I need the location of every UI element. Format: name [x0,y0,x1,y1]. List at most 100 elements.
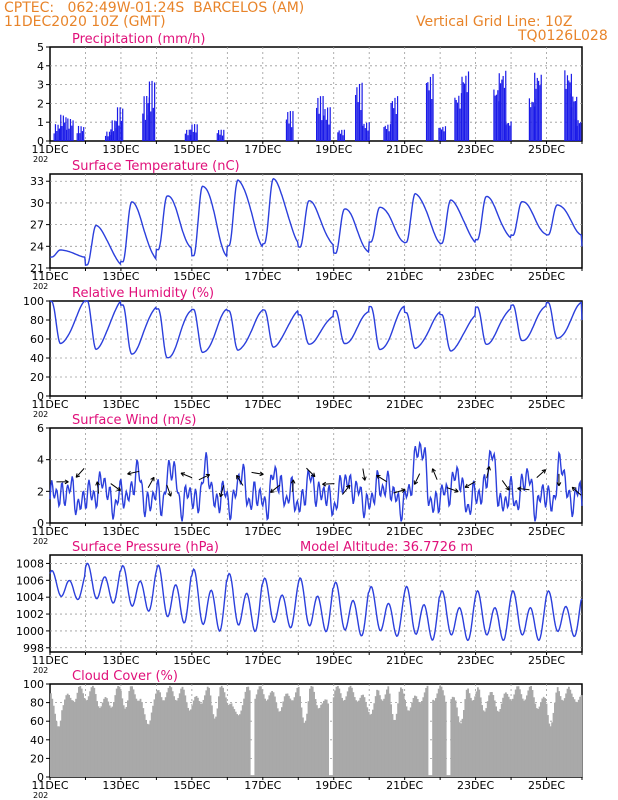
cloud-cover-bar [166,692,168,777]
cloud-cover-bar [225,697,227,777]
cloud-cover-bar [432,699,434,777]
cloud-cover-bar [384,694,387,777]
cloud-cover-bar [324,699,327,777]
precip-bar [143,96,145,141]
cloud-cover-bar [565,693,567,777]
cloud-cover-bar [127,700,129,777]
cloud-cover-bar [540,702,542,777]
precip-bar [535,88,537,141]
cloud-cover-bar [209,695,212,777]
cloud-cover-bar [134,694,136,777]
cloud-cover-bar [444,701,447,777]
precip-bar [357,102,359,141]
cloud-cover-bar [69,697,72,777]
precip-bar [438,127,440,141]
x-tick-label: 21DEC [386,398,423,411]
cloud-cover-bar [178,693,181,777]
cloud-cover-bar [103,698,105,777]
x-tick-label: 17DEC [244,779,281,792]
precip-bar [534,72,536,141]
precip-bar [502,75,504,141]
precip-bar [497,90,499,141]
cloud-cover-bar [269,692,272,777]
precip-bar [116,107,119,141]
cloud-cover-bar [310,686,313,777]
cloud-cover-bar [502,697,504,777]
precip-bar [360,110,362,141]
cloud-cover-bar [278,711,280,777]
cloud-cover-bar [155,693,157,777]
cloud-cover-bar [446,775,448,777]
cloud-cover-bar [316,705,318,777]
cloud-cover-bar [496,710,499,777]
wind-series-line [49,440,583,522]
x-tick-label: 25DEC [528,654,565,667]
cloud-cover-bar [171,691,174,777]
x-tick-label: 19DEC [315,398,352,411]
cloud-cover-bar [421,701,423,777]
cloud-cover-bar [289,698,292,777]
cloud-cover-bar [150,712,153,777]
precip-bar [291,127,293,141]
cloud-cover-bar [163,700,166,777]
cloud-cover-bar [110,707,112,777]
cloud-cover-bar [211,705,213,777]
precip-bar [184,133,186,141]
precip-bar [532,102,534,141]
x-tick-label: 15DEC [173,143,210,156]
cloud-cover-bar [330,775,332,777]
wind-arrow-head [95,481,100,486]
precip-bar [576,125,578,141]
cloud-cover-bar [99,708,101,777]
wind-arrow-head [322,481,327,487]
x-tick-label: 23DEC [457,779,494,792]
precip-bar [464,83,466,141]
precip-bar [395,113,397,141]
cloud-cover-bar [307,701,310,777]
x-tick-label: 11DEC [31,525,68,538]
cloud-cover-bar [356,701,359,777]
x-tick-label: 21DEC [386,270,423,283]
cloud-cover-bar [430,775,433,777]
precip-bar [494,95,496,141]
cloud-cover-bar [237,715,240,777]
precip-bar [454,97,456,141]
precip-bar [444,126,447,141]
precip-bar [462,82,464,141]
precip-bar [217,130,220,141]
cloud-cover-bar [92,685,94,777]
precip-bar [459,108,461,141]
precip-bar [495,94,498,141]
precip-bar [115,121,117,141]
cloud-cover-bar [145,719,147,777]
cloud-cover-bar [516,686,518,777]
x-tick-label: 25DEC [528,398,565,411]
cloud-cover-bar [345,696,348,777]
precip-bar [221,135,224,141]
cloud-cover-bar [115,688,118,777]
precip-bar [188,129,190,141]
y-tick-label: 1000 [16,625,44,638]
cloud-cover-bar [244,691,247,777]
precip-bar [428,90,430,141]
precip-bar [364,128,366,141]
cloud-cover-bar [328,775,331,777]
cloud-cover-bar [335,686,338,777]
precip-bar [196,124,198,141]
cloud-cover-bar [450,699,453,777]
cloud-cover-bar [575,701,577,777]
cloud-cover-bar [348,687,350,777]
cloud-cover-bar [159,692,161,777]
x-tick-label: 19DEC [315,779,352,792]
model-altitude-label: Model Altitude: 36.7726 m [300,540,473,555]
cloud-cover-bar [381,700,384,777]
cloud-cover-bar [265,700,268,777]
cloud-cover-bar [71,700,73,777]
wind-arrow [219,485,225,498]
precip-bar [187,135,189,141]
precip-bar [67,118,69,141]
x-tick-label: 13DEC [102,779,139,792]
precip-bar [530,107,532,141]
cloud-cover-bar [208,687,210,777]
precip-bar [531,101,533,141]
